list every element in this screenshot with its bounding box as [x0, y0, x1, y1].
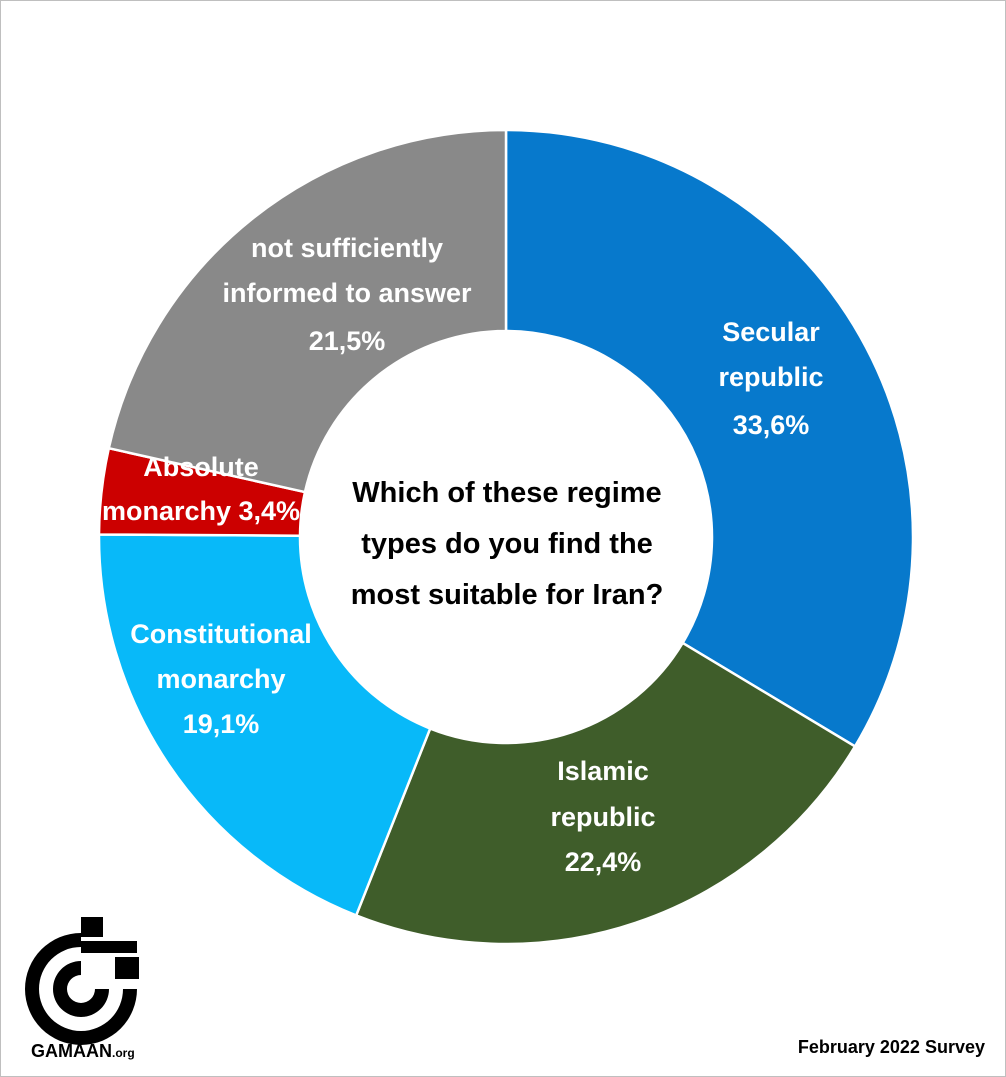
- brand-label: GAMAAN.org: [31, 1041, 135, 1061]
- chart-title: Which of these regime types do you find t…: [351, 477, 664, 611]
- slice-islamic-republic: [354, 641, 857, 946]
- slice-label-secular-republic: Secular republic 33,6%: [718, 317, 823, 440]
- slice-label-not-sufficiently-informed-to-answer: not sufficiently informed to answer 21,5%: [222, 233, 472, 356]
- slice-label-absolute-monarchy: Absolute monarchy 3,4%: [102, 452, 300, 526]
- slice-label-islamic-republic: Islamic republic 22,4%: [550, 756, 655, 877]
- slice-constitutional-monarchy: [97, 533, 432, 918]
- survey-label: February 2022 Survey: [797, 1037, 985, 1057]
- slice-not-sufficiently-informed-to-answer: [107, 128, 508, 494]
- slice-secular-republic: [504, 128, 915, 749]
- slice-label-constitutional-monarchy: Constitutional monarchy 19,1%: [130, 619, 311, 739]
- gamaan-logo-icon: [25, 917, 139, 1045]
